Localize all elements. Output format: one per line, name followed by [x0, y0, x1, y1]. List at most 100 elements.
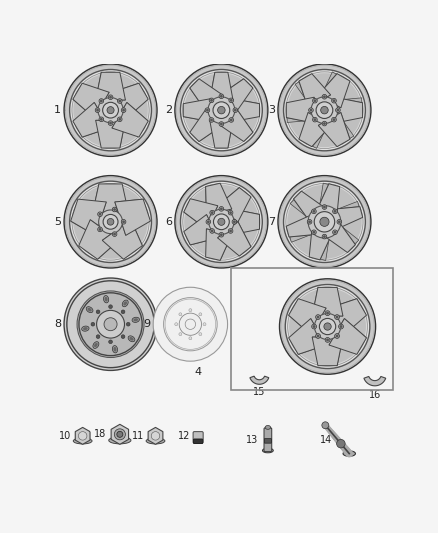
Circle shape [64, 64, 157, 156]
Circle shape [210, 99, 213, 102]
Circle shape [332, 230, 337, 235]
Circle shape [345, 449, 352, 456]
Circle shape [233, 108, 238, 112]
Circle shape [184, 185, 258, 259]
Circle shape [326, 338, 329, 341]
Ellipse shape [88, 308, 92, 311]
Text: 4: 4 [194, 367, 201, 377]
Circle shape [208, 97, 235, 124]
Circle shape [331, 433, 338, 439]
Circle shape [317, 335, 319, 337]
Circle shape [309, 108, 313, 112]
Circle shape [108, 95, 113, 100]
Polygon shape [317, 184, 337, 215]
Polygon shape [190, 88, 223, 111]
Circle shape [210, 118, 213, 122]
Circle shape [314, 99, 316, 102]
Text: 18: 18 [95, 429, 107, 439]
Circle shape [323, 424, 329, 429]
Ellipse shape [171, 310, 176, 315]
Polygon shape [95, 120, 125, 148]
Polygon shape [210, 72, 233, 100]
Circle shape [332, 118, 336, 121]
Polygon shape [250, 376, 269, 384]
Text: 12: 12 [178, 431, 191, 441]
Polygon shape [115, 199, 143, 236]
Ellipse shape [103, 295, 109, 303]
Circle shape [337, 439, 344, 446]
Circle shape [95, 108, 100, 112]
Ellipse shape [177, 338, 181, 343]
Polygon shape [293, 199, 325, 222]
Polygon shape [218, 222, 251, 247]
Polygon shape [312, 337, 343, 366]
Circle shape [165, 299, 215, 349]
Polygon shape [321, 72, 340, 104]
Circle shape [73, 185, 148, 259]
Text: 13: 13 [246, 435, 258, 445]
Polygon shape [73, 92, 109, 118]
Circle shape [323, 122, 326, 125]
Text: 11: 11 [132, 431, 144, 441]
Circle shape [179, 313, 182, 316]
Circle shape [121, 335, 125, 338]
Circle shape [114, 429, 125, 440]
Circle shape [332, 209, 337, 214]
Circle shape [213, 214, 229, 230]
Circle shape [335, 334, 339, 338]
FancyBboxPatch shape [265, 439, 272, 443]
Polygon shape [90, 220, 119, 259]
Circle shape [103, 214, 118, 229]
Circle shape [183, 183, 260, 260]
Polygon shape [205, 183, 232, 215]
Circle shape [99, 210, 123, 233]
Polygon shape [318, 230, 330, 261]
Circle shape [314, 118, 316, 121]
Polygon shape [75, 427, 90, 445]
Circle shape [332, 117, 336, 122]
Polygon shape [218, 188, 251, 222]
Ellipse shape [83, 327, 88, 330]
Circle shape [325, 311, 330, 316]
Circle shape [326, 312, 329, 314]
Ellipse shape [262, 448, 273, 453]
Ellipse shape [343, 451, 356, 456]
Polygon shape [312, 337, 343, 366]
Circle shape [314, 212, 335, 232]
Circle shape [313, 325, 315, 328]
Circle shape [121, 310, 125, 313]
Polygon shape [289, 298, 326, 335]
Polygon shape [184, 215, 218, 245]
Circle shape [311, 230, 316, 235]
Circle shape [232, 220, 237, 224]
Circle shape [102, 102, 118, 118]
Ellipse shape [192, 342, 196, 347]
Polygon shape [318, 112, 350, 147]
Ellipse shape [113, 345, 117, 353]
Circle shape [323, 235, 326, 238]
Circle shape [220, 233, 223, 236]
Polygon shape [220, 109, 253, 132]
Circle shape [70, 69, 152, 151]
Polygon shape [329, 298, 367, 335]
Circle shape [316, 102, 333, 118]
Circle shape [99, 117, 104, 122]
Circle shape [175, 175, 268, 268]
Polygon shape [112, 83, 139, 118]
Polygon shape [329, 319, 367, 345]
Polygon shape [293, 191, 325, 222]
Circle shape [313, 210, 315, 213]
Circle shape [334, 437, 341, 443]
Circle shape [64, 278, 157, 370]
Polygon shape [309, 116, 328, 148]
Circle shape [333, 435, 339, 441]
Ellipse shape [73, 438, 92, 444]
Polygon shape [73, 102, 109, 137]
Circle shape [340, 443, 347, 450]
Polygon shape [232, 209, 259, 235]
Circle shape [180, 69, 262, 151]
Circle shape [203, 323, 206, 326]
Circle shape [175, 64, 268, 156]
Polygon shape [318, 112, 350, 139]
Polygon shape [325, 222, 355, 245]
